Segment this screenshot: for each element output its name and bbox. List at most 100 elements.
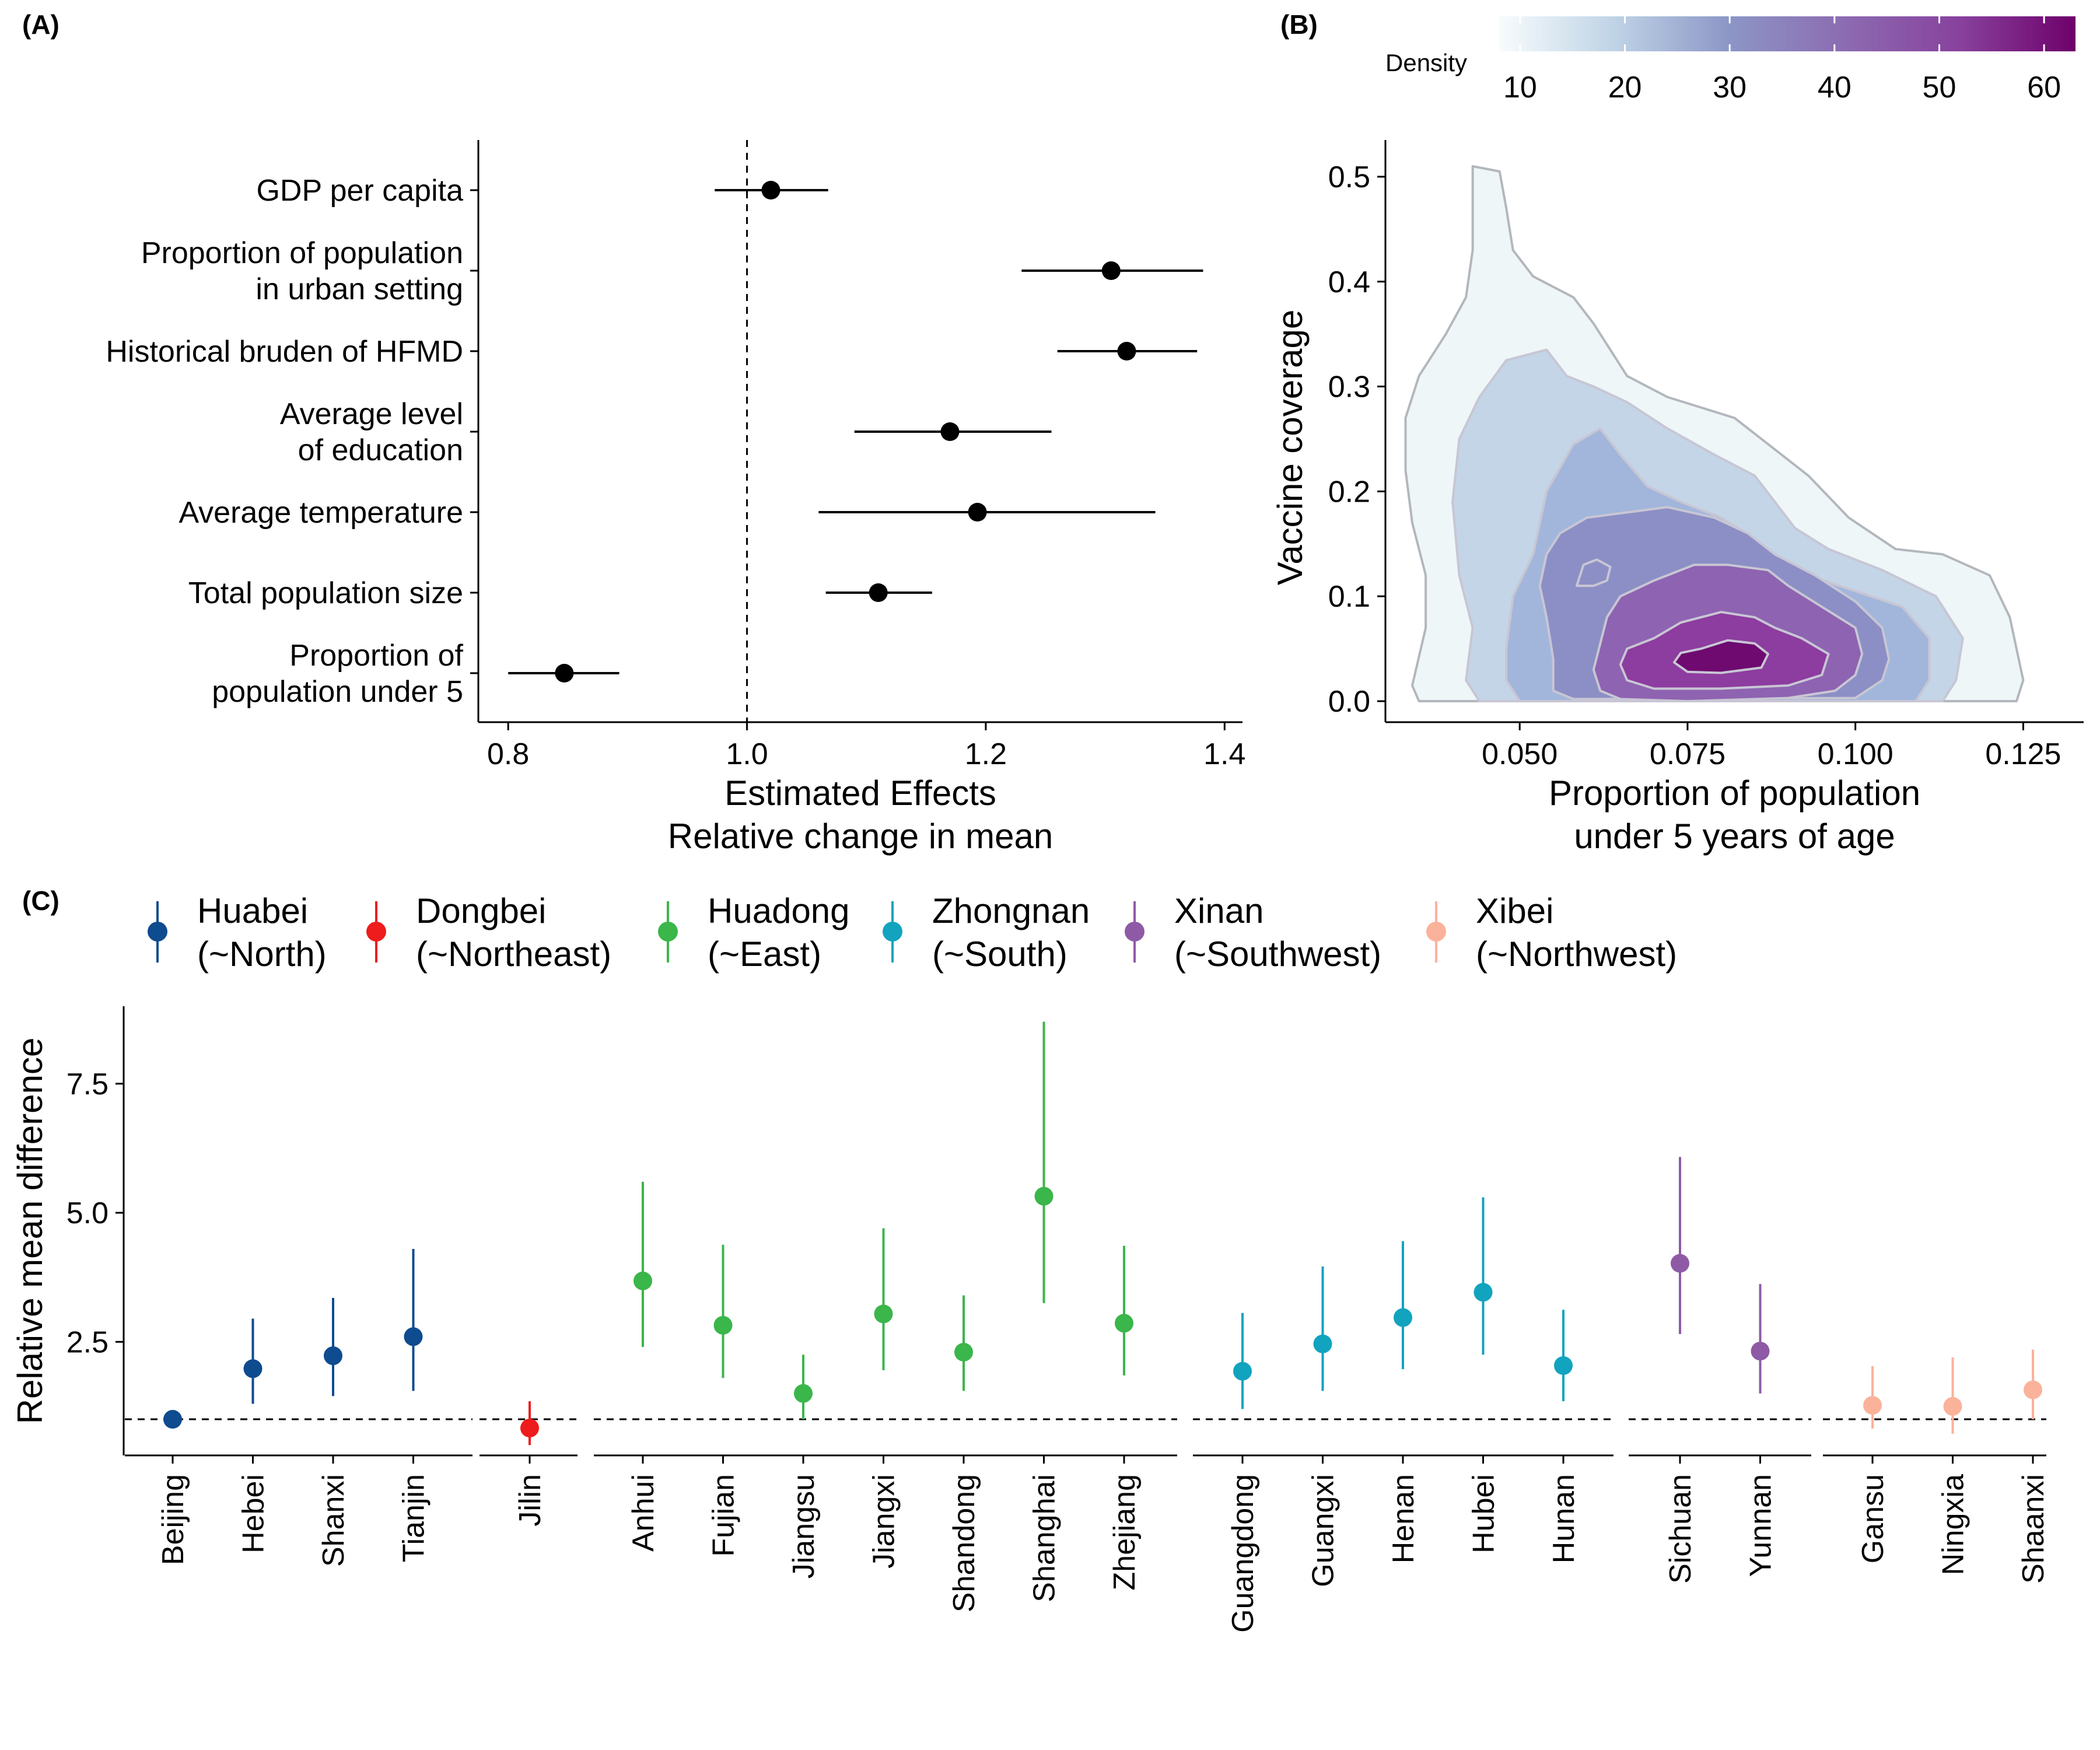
y-tick-label: GDP per capita (256, 174, 463, 208)
y-tick-label: Average temperature (178, 496, 463, 530)
estimate-point-yunnan (1751, 1342, 1770, 1361)
colorbar-title: Density (1385, 49, 1467, 76)
estimate-point-average-level (940, 422, 960, 441)
y-axis-title: Relative mean difference (10, 1038, 50, 1424)
x-axis-title: under 5 years of age (1574, 817, 1895, 856)
y-tick-label: 7.5 (66, 1068, 108, 1101)
y-tick-label: Total population size (188, 576, 463, 610)
panel-b-density-plot: 10 20 30 40 50 60 Density 0.050 0.075 0.100 0.125 0… (1270, 16, 2084, 856)
estimate-point-jiangsu (794, 1384, 813, 1403)
estimate-point-jiangxi (874, 1304, 893, 1324)
x-tick-label-tianjin: Tianjin (397, 1474, 431, 1562)
colorbar-tick-label: 30 (1713, 71, 1746, 104)
panel-a-forest-plot: 0.8 1.0 1.2 1.4 GDP per capita Proportion of … (106, 140, 1245, 856)
x-tick-label-jilin: Jilin (513, 1474, 547, 1527)
x-tick-label-zhejiang: Zhejiang (1108, 1474, 1142, 1590)
estimate-point-guangdong (1233, 1362, 1252, 1381)
x-tick-label-beijing: Beijing (156, 1474, 190, 1565)
estimate-point-gansu (1863, 1396, 1882, 1415)
estimate-point-proportion-of-population (1101, 261, 1121, 280)
y-tick-label: 0.2 (1328, 475, 1370, 509)
x-tick-label-guangxi: Guangxi (1307, 1474, 1340, 1587)
x-tick-label-hunan: Hunan (1547, 1474, 1581, 1563)
estimate-point-hunan (1554, 1356, 1573, 1375)
x-tick-label-fujian: Fujian (707, 1474, 741, 1557)
estimate-point-fujian (713, 1315, 733, 1335)
legend-key-point-xinan (1125, 922, 1144, 942)
estimate-point-sichuan (1671, 1254, 1689, 1273)
estimate-point-ningxia (1943, 1396, 1962, 1416)
x-tick-label-ningxia: Ningxia (1937, 1474, 1971, 1575)
legend-key-point-huabei (148, 922, 167, 942)
estimate-point-guangxi (1313, 1334, 1332, 1353)
x-tick-label-yunnan: Yunnan (1744, 1474, 1778, 1577)
y-tick-label: 0.4 (1328, 265, 1370, 299)
panel-c-province-plot: Huabei (~North) Dongbei (~Northeast) Huadong… (10, 891, 2050, 1633)
x-tick-label: 1.2 (965, 737, 1007, 771)
panel-label-b: (B) (1280, 9, 1318, 40)
legend-label-xinan: Xinan (1174, 891, 1264, 930)
estimate-point-gdp-per-capita (761, 181, 780, 200)
estimate-point-shandong (954, 1342, 973, 1362)
x-tick-label-anhui: Anhui (626, 1474, 660, 1552)
estimate-point-zhejiang (1115, 1314, 1133, 1333)
x-axis-title: Relative change in mean (668, 817, 1053, 856)
x-tick-label-hubei: Hubei (1467, 1474, 1501, 1553)
x-tick-label-shandong: Shandong (947, 1474, 981, 1612)
legend-label-zhongnan: (~South) (932, 935, 1068, 974)
estimate-point-tianjin (404, 1327, 423, 1346)
x-tick-label-sichuan: Sichuan (1664, 1474, 1698, 1584)
legend-label-huadong: Huadong (708, 891, 850, 930)
estimate-point-hubei (1474, 1283, 1493, 1302)
legend-label-dongbei: (~Northeast) (416, 935, 611, 974)
y-tick-label: 0.0 (1328, 685, 1370, 719)
y-tick-label: of education (298, 433, 463, 467)
legend-label-huabei: Huabei (197, 891, 308, 930)
x-tick-label-hebei: Hebei (237, 1474, 271, 1553)
colorbar-tick-label: 40 (1818, 71, 1852, 104)
y-tick-label: in urban setting (256, 272, 463, 306)
x-tick-label: 0.100 (1818, 737, 1894, 771)
x-tick-label: 1.4 (1203, 737, 1245, 771)
x-tick-label: 0.8 (487, 737, 529, 771)
legend-label-dongbei: Dongbei (416, 891, 547, 930)
estimate-point-historical-bruden-of-hfmd (1117, 342, 1136, 360)
y-tick-label: 0.1 (1328, 580, 1370, 614)
estimate-point-shaanxi (2024, 1380, 2042, 1399)
panel-label-c: (C) (22, 886, 60, 916)
y-axis-title: Vaccine coverage (1270, 310, 1310, 586)
x-tick-label-jiangxi: Jiangxi (867, 1474, 901, 1569)
x-tick-label: 0.125 (1985, 737, 2061, 771)
legend-label-xibei: (~Northwest) (1476, 935, 1677, 974)
legend-key-point-huadong (658, 922, 678, 942)
y-tick-label: Average level (280, 397, 463, 431)
legend-key-point-dongbei (366, 922, 386, 942)
colorbar-tick-label: 20 (1608, 71, 1642, 104)
estimate-point-total-population-size (869, 583, 888, 602)
x-tick-label-jiangsu: Jiangsu (787, 1474, 821, 1578)
legend-label-huabei: (~North) (197, 935, 327, 974)
estimate-point-hebei (243, 1359, 262, 1378)
x-tick-label: 0.075 (1650, 737, 1726, 771)
legend-label-xinan: (~Southwest) (1174, 935, 1381, 974)
estimate-point-anhui (634, 1271, 652, 1290)
density-contour-30 (1576, 558, 1612, 587)
y-tick-label: 2.5 (66, 1325, 108, 1359)
x-tick-label-guangdong: Guangdong (1226, 1474, 1260, 1633)
colorbar-tick-label: 60 (2027, 71, 2061, 104)
x-axis-title: Estimated Effects (724, 774, 996, 813)
legend-label-zhongnan: Zhongnan (932, 891, 1090, 930)
estimate-point-shanxi (324, 1346, 342, 1366)
estimate-point-henan (1394, 1308, 1412, 1327)
colorbar-tick-label: 10 (1503, 71, 1537, 104)
estimate-point-proportion-of (555, 664, 574, 682)
y-tick-label: 0.3 (1328, 370, 1370, 404)
y-tick-label: Historical bruden of HFMD (106, 335, 463, 369)
estimate-point-average-temperature (968, 503, 987, 522)
x-tick-label: 1.0 (726, 737, 768, 771)
y-tick-label: 5.0 (66, 1196, 108, 1230)
x-tick-label-henan: Henan (1387, 1474, 1420, 1563)
x-axis-title: Proportion of population (1549, 774, 1920, 813)
legend-label-huadong: (~East) (708, 935, 821, 974)
